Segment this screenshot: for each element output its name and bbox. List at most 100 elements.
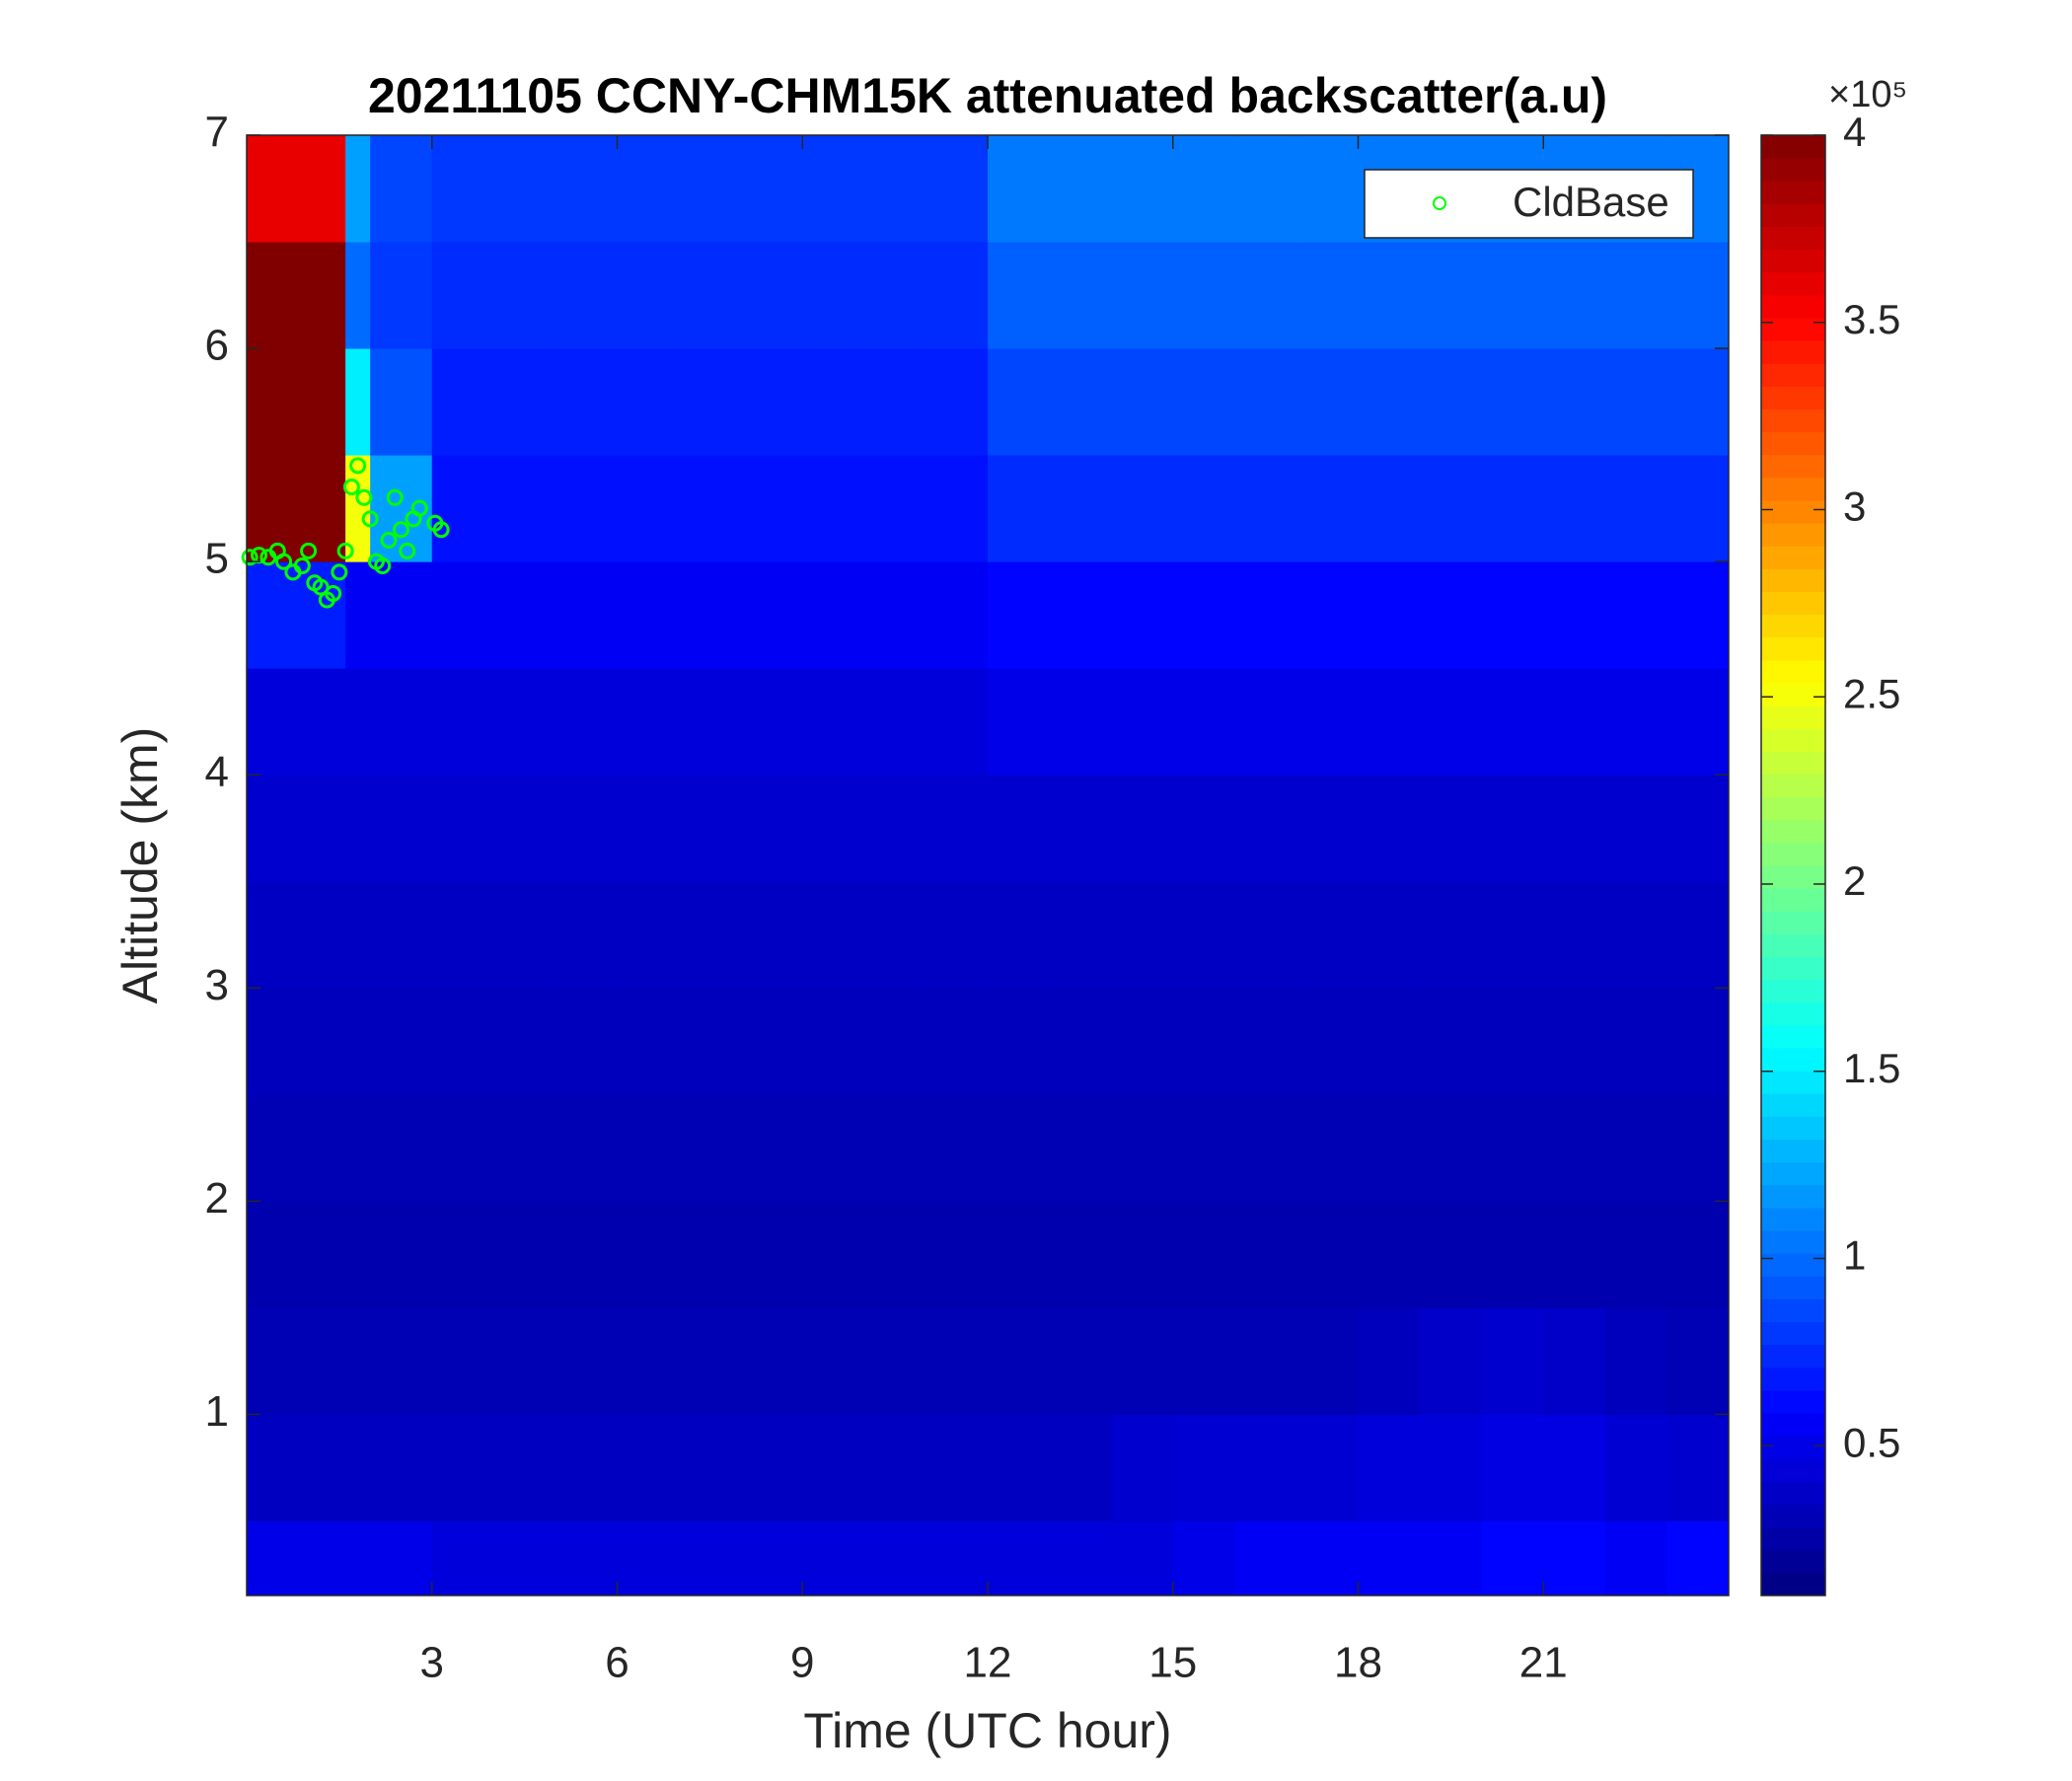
y-tick-label: 7 xyxy=(205,109,229,157)
heatmap-cell xyxy=(1295,455,1359,562)
colorbar-step xyxy=(1761,431,1825,456)
heatmap-cell xyxy=(493,988,556,1095)
colorbar-step xyxy=(1761,1207,1825,1231)
heatmap-cell xyxy=(679,881,742,989)
heatmap-cell xyxy=(1358,561,1421,669)
heatmap-cell xyxy=(370,455,433,562)
heatmap-cell xyxy=(370,1201,433,1308)
heatmap-cell xyxy=(1049,668,1112,776)
heatmap-cell xyxy=(555,1201,618,1308)
colorbar-step xyxy=(1761,1367,1825,1391)
cloud-base-point xyxy=(300,542,318,559)
colorbar-exponent: ×10⁵ xyxy=(1828,74,1907,115)
cloud-base-point xyxy=(410,499,428,517)
heatmap-cell xyxy=(1543,775,1606,882)
colorbar-step xyxy=(1761,523,1825,547)
y-tick-label: 6 xyxy=(205,322,229,370)
heatmap-cell xyxy=(431,775,494,882)
heatmap-cell xyxy=(1543,1414,1606,1521)
y-tick-label: 4 xyxy=(205,748,229,796)
heatmap-cell xyxy=(802,455,865,562)
heatmap-cell xyxy=(1666,1094,1730,1202)
colorbar-tick-label: 3 xyxy=(1843,483,1866,530)
heatmap-cell xyxy=(1172,1521,1235,1596)
heatmap-cell xyxy=(679,242,742,349)
heatmap-cell xyxy=(1420,1201,1483,1308)
colorbar-step xyxy=(1761,408,1825,433)
heatmap-cell xyxy=(493,561,556,669)
heatmap-cell xyxy=(1420,1414,1483,1521)
colorbar-step xyxy=(1761,1253,1825,1277)
heatmap-cell xyxy=(1358,1201,1421,1308)
heatmap-cell xyxy=(1049,348,1112,456)
colorbar-step xyxy=(1761,1458,1825,1482)
heatmap-cell xyxy=(1666,1307,1730,1415)
heatmap-cell xyxy=(1234,668,1297,776)
heatmap-cell xyxy=(370,1307,433,1415)
heatmap-cell xyxy=(1420,881,1483,989)
colorbar-step xyxy=(1761,1299,1825,1322)
heatmap-cell xyxy=(1049,561,1112,669)
cloud-base-point xyxy=(293,557,311,574)
heatmap-cell xyxy=(925,988,989,1095)
heatmap-cell xyxy=(370,775,433,882)
heatmap-cell xyxy=(1666,988,1730,1095)
heatmap-cell xyxy=(555,561,618,669)
heatmap-cell xyxy=(555,455,618,562)
heatmap-cell xyxy=(370,881,433,989)
heatmap-cell xyxy=(1049,1201,1112,1308)
colorbar-step xyxy=(1761,158,1825,182)
heatmap-cell xyxy=(555,1307,618,1415)
heatmap-cell xyxy=(1666,242,1730,349)
cloud-base-point xyxy=(325,585,342,603)
heatmap-cell xyxy=(345,242,371,349)
heatmap-cell xyxy=(1049,135,1112,243)
colorbar-step xyxy=(1761,751,1825,775)
cloud-base-point xyxy=(241,549,259,566)
heatmap-cell xyxy=(1604,1414,1667,1521)
y-tick-label: 3 xyxy=(205,961,229,1009)
heatmap-cell xyxy=(863,988,926,1095)
heatmap-cell xyxy=(1666,775,1730,882)
heatmap-cell xyxy=(863,348,926,456)
heatmap-cell xyxy=(863,668,926,776)
cloud-base-point xyxy=(312,578,330,596)
y-tick-label: 5 xyxy=(205,535,229,583)
heatmap-cell xyxy=(1049,988,1112,1095)
heatmap-cell xyxy=(740,775,803,882)
heatmap-cell xyxy=(1234,1094,1297,1202)
colorbar-step xyxy=(1761,1276,1825,1299)
heatmap-cell xyxy=(740,348,803,456)
heatmap-cell xyxy=(370,348,433,456)
heatmap-cell xyxy=(925,348,989,456)
heatmap-cell xyxy=(988,1094,1051,1202)
colorbar-step xyxy=(1761,1048,1825,1072)
heatmap-cell xyxy=(1172,988,1235,1095)
colorbar-step xyxy=(1761,1389,1825,1414)
heatmap-cell xyxy=(1049,1414,1112,1521)
colorbar-step xyxy=(1761,956,1825,981)
colorbar-step xyxy=(1761,911,1825,934)
cloud-base-point xyxy=(432,521,450,539)
heatmap-cell xyxy=(247,775,346,882)
heatmap-cell xyxy=(1111,561,1174,669)
heatmap-cell xyxy=(802,242,865,349)
heatmap-cell xyxy=(802,775,865,882)
heatmap-cell xyxy=(345,1521,371,1596)
heatmap-cell xyxy=(1172,881,1235,989)
heatmap-cell xyxy=(740,242,803,349)
heatmap-cell xyxy=(1543,561,1606,669)
heatmap-cell xyxy=(431,1201,494,1308)
colorbar-tick-label: 3.5 xyxy=(1843,296,1900,342)
scatter-layer xyxy=(241,457,450,609)
heatmap-cell xyxy=(431,668,494,776)
colorbar-step xyxy=(1761,1526,1825,1551)
heatmap-cell xyxy=(247,1307,346,1415)
heatmap-cell xyxy=(802,881,865,989)
cloud-base-point xyxy=(392,521,409,539)
heatmap-cell xyxy=(1172,455,1235,562)
heatmap-cell xyxy=(370,668,433,776)
heatmap-cell xyxy=(345,881,371,989)
heatmap-cell xyxy=(1049,242,1112,349)
